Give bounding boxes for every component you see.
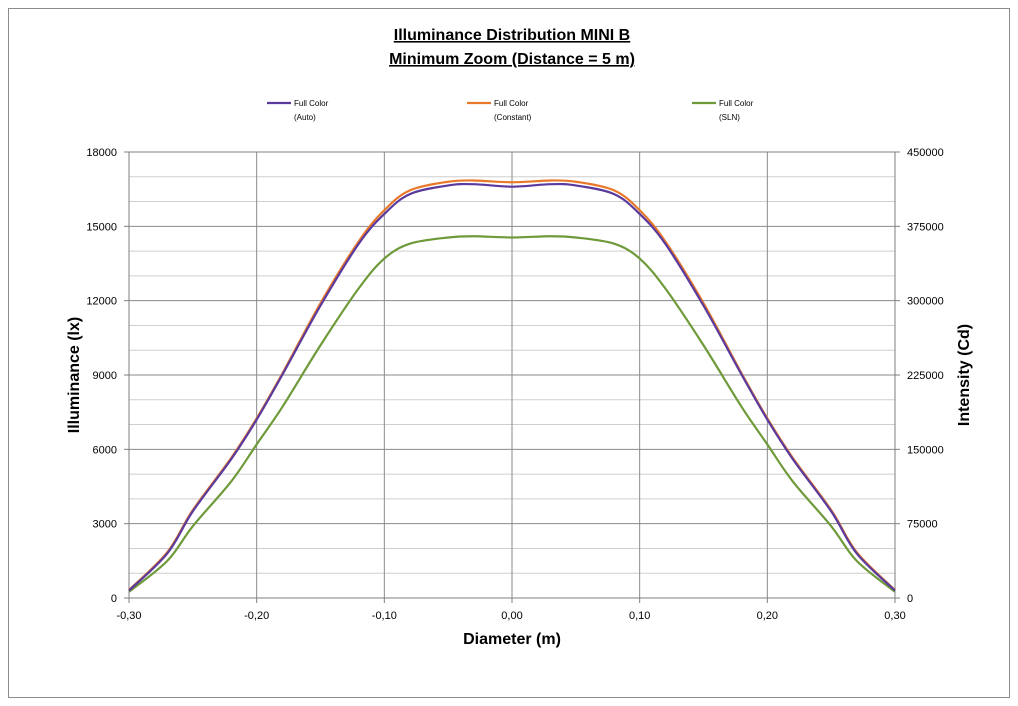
x-axis-title: Diameter (m) bbox=[463, 631, 561, 648]
legend-label-line1: Full Color bbox=[719, 99, 754, 108]
y-tick-label: 0 bbox=[111, 593, 117, 605]
legend-label-line1: Full Color bbox=[494, 99, 529, 108]
x-tick-label: -0,10 bbox=[372, 610, 397, 622]
y-axis-title: Illuminance (lx) bbox=[66, 317, 83, 433]
chart-title: Illuminance Distribution MINI B bbox=[394, 27, 630, 44]
y2-tick-label: 150000 bbox=[907, 444, 944, 456]
y2-tick-label: 75000 bbox=[907, 519, 938, 531]
x-tick-label: 0,10 bbox=[629, 610, 650, 622]
y2-tick-label: 375000 bbox=[907, 221, 944, 233]
y2-tick-label: 300000 bbox=[907, 296, 944, 308]
x-tick-label: 0,30 bbox=[884, 610, 905, 622]
y2-axis-title: Intensity (Cd) bbox=[956, 324, 973, 426]
legend-label-line2: (SLN) bbox=[719, 113, 740, 122]
y2-tick-label: 225000 bbox=[907, 370, 944, 382]
y2-tick-label: 450000 bbox=[907, 147, 944, 159]
y-tick-label: 18000 bbox=[86, 147, 117, 159]
legend-label-line1: Full Color bbox=[294, 99, 329, 108]
legend-label-line2: (Constant) bbox=[494, 113, 532, 122]
legend-label-line2: (Auto) bbox=[294, 113, 316, 122]
y-tick-label: 9000 bbox=[93, 370, 117, 382]
y-tick-label: 12000 bbox=[86, 296, 117, 308]
x-tick-label: 0,00 bbox=[501, 610, 522, 622]
series-lines bbox=[128, 179, 896, 593]
x-tick-label: -0,30 bbox=[116, 610, 141, 622]
y-tick-label: 3000 bbox=[93, 519, 117, 531]
y2-tick-label: 0 bbox=[907, 593, 913, 605]
legend: Full Color (Auto) Full Color (Constant) Full… bbox=[267, 99, 754, 122]
x-tick-label: -0,20 bbox=[244, 610, 269, 622]
chart-subtitle: Minimum Zoom (Distance = 5 m) bbox=[389, 51, 635, 68]
x-tick-label: 0,20 bbox=[757, 610, 778, 622]
chart-frame bbox=[8, 8, 1010, 698]
y-tick-label: 15000 bbox=[86, 221, 117, 233]
series-line-3 bbox=[128, 235, 896, 593]
axis-ticks: -0,30 -0,20 -0,10 0,00 0,10 0,20 0,30030006000… bbox=[86, 147, 943, 622]
series-line-1 bbox=[128, 182, 896, 592]
grid bbox=[128, 151, 896, 599]
y-tick-label: 6000 bbox=[93, 444, 117, 456]
